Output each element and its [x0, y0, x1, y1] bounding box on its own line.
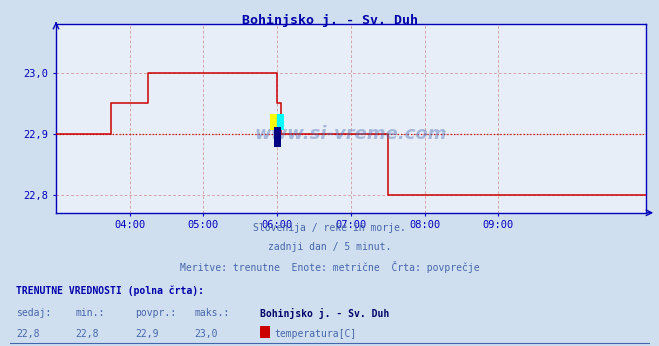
- Text: 22,8: 22,8: [16, 329, 40, 339]
- Text: sedaj:: sedaj:: [16, 308, 51, 318]
- Text: temperatura[C]: temperatura[C]: [275, 329, 357, 339]
- Text: 22,9: 22,9: [135, 329, 159, 339]
- Text: www.si-vreme.com: www.si-vreme.com: [254, 125, 447, 143]
- Text: Bohinjsko j. - Sv. Duh: Bohinjsko j. - Sv. Duh: [260, 308, 389, 319]
- Text: zadnji dan / 5 minut.: zadnji dan / 5 minut.: [268, 242, 391, 252]
- Text: 22,8: 22,8: [76, 329, 100, 339]
- Bar: [277, 114, 285, 130]
- Text: TRENUTNE VREDNOSTI (polna črta):: TRENUTNE VREDNOSTI (polna črta):: [16, 285, 204, 296]
- Text: povpr.:: povpr.:: [135, 308, 176, 318]
- Text: Slovenija / reke in morje.: Slovenija / reke in morje.: [253, 223, 406, 233]
- Text: min.:: min.:: [76, 308, 105, 318]
- Text: Bohinjsko j. - Sv. Duh: Bohinjsko j. - Sv. Duh: [241, 14, 418, 27]
- Bar: [270, 114, 277, 130]
- Text: maks.:: maks.:: [194, 308, 229, 318]
- Text: 23,0: 23,0: [194, 329, 218, 339]
- Text: Meritve: trenutne  Enote: metrične  Črta: povprečje: Meritve: trenutne Enote: metrične Črta: …: [180, 261, 479, 273]
